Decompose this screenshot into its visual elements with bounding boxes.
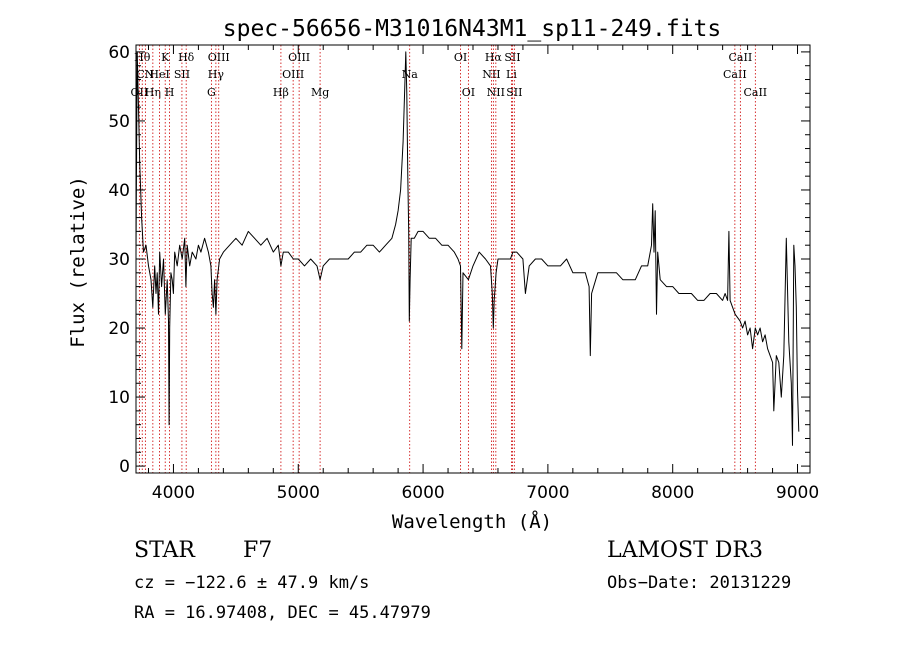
marker-label-24: SII — [506, 86, 522, 99]
x-tick-label-7000: 7000 — [526, 483, 569, 503]
marker-label-1: Hθ — [134, 51, 151, 64]
plot-frame — [135, 44, 811, 474]
marker-label-11: OIII — [208, 51, 230, 64]
marker-label-5: K — [161, 51, 170, 64]
redshift-cz: cz = −122.6 ± 47.9 km/s — [134, 573, 370, 593]
line-markers: OII Hθ CN Hη HeI K H SII Hδ G Hγ OIII Hβ OIII OIII Mg Na… — [131, 45, 767, 473]
y-tick-label-50: 50 — [108, 112, 130, 132]
marker-label-4: HeI — [149, 68, 169, 81]
marker-label-19: NII — [482, 68, 500, 81]
marker-label-7: SII — [174, 68, 190, 81]
marker-label-13: OIII — [282, 68, 304, 81]
marker-label-9: G — [207, 86, 216, 99]
y-tick-label-30: 30 — [108, 250, 130, 270]
marker-label-8: Hδ — [178, 51, 195, 64]
x-tick-label-9000: 9000 — [776, 483, 819, 503]
marker-label-15: Mg — [311, 86, 329, 99]
y-tick-label-0: 0 — [119, 457, 130, 477]
marker-label-21: NII — [487, 86, 505, 99]
x-tick-label-4000: 4000 — [152, 483, 195, 503]
x-axis-label: Wavelength (Å) — [392, 510, 552, 533]
survey-name: LAMOST DR3 — [607, 538, 763, 563]
x-tick-label-8000: 8000 — [651, 483, 694, 503]
marker-label-0: OII — [131, 86, 149, 99]
y-axis: 0 10 20 30 40 50 60 — [108, 43, 810, 477]
x-tick-label-5000: 5000 — [277, 483, 320, 503]
marker-label-22: Li — [506, 68, 517, 81]
x-axis: 4000 5000 6000 7000 8000 9000 — [147, 45, 819, 503]
y-axis-label: Flux (relative) — [67, 176, 89, 348]
object-type: STAR — [134, 538, 195, 563]
obs-date: Obs−Date: 20131229 — [607, 573, 792, 593]
marker-label-12: Hβ — [273, 86, 289, 99]
y-tick-label-40: 40 — [108, 181, 130, 201]
marker-label-6: H — [165, 86, 175, 99]
marker-label-16: Na — [402, 68, 419, 81]
marker-label-20: Hα — [485, 51, 503, 64]
marker-label-23: SII — [504, 51, 520, 64]
marker-label-18: OI — [462, 86, 475, 99]
marker-label-17: OI — [454, 51, 467, 64]
x-tick-label-6000: 6000 — [401, 483, 444, 503]
spectrum-line-0 — [135, 51, 800, 446]
marker-label-27: CaII — [743, 86, 767, 99]
spectrum-line-group — [135, 51, 800, 446]
marker-label-10: Hγ — [208, 68, 225, 81]
marker-label-3: Hη — [145, 86, 161, 99]
marker-label-14: OIII — [288, 51, 310, 64]
marker-label-25: CaII — [723, 68, 747, 81]
chart-title: spec-56656-M31016N43M1_sp11-249.fits — [223, 16, 722, 42]
marker-label-2: CN — [136, 68, 154, 81]
coordinates: RA = 16.97408, DEC = 45.47979 — [134, 603, 431, 623]
y-tick-label-10: 10 — [108, 388, 130, 408]
y-tick-label-20: 20 — [108, 319, 130, 339]
y-tick-label-60: 60 — [108, 43, 130, 63]
marker-label-26: CaII — [729, 51, 753, 64]
subclass: F7 — [243, 538, 273, 563]
